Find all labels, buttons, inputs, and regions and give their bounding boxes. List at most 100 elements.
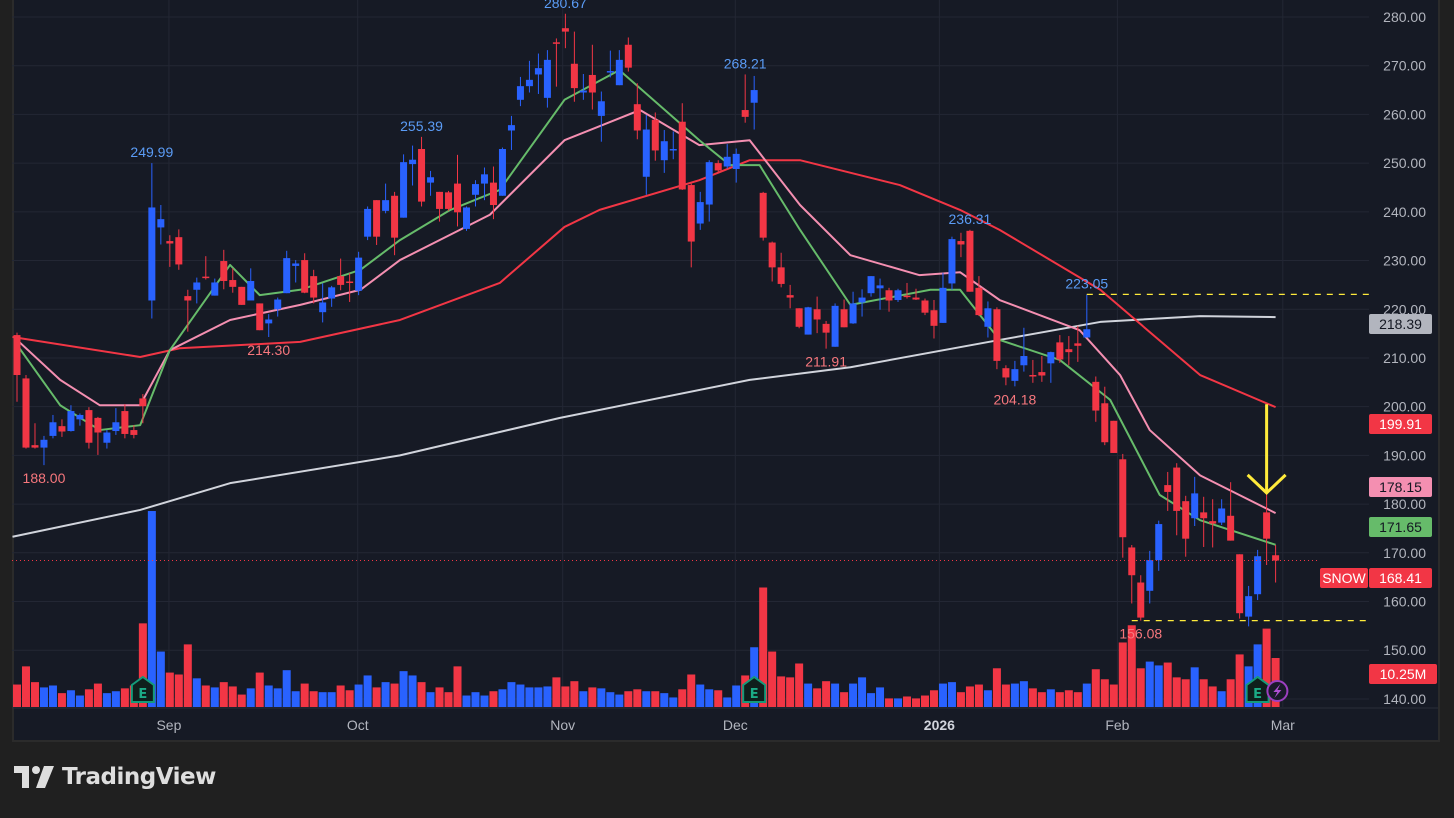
- volume-bar: [210, 687, 219, 707]
- candle-body: [948, 239, 956, 284]
- candle: [759, 191, 767, 241]
- plot-area: [12, 13, 1369, 707]
- candle: [463, 206, 470, 231]
- candle: [382, 183, 390, 214]
- candle: [867, 276, 875, 297]
- volume-bar: [903, 696, 912, 707]
- candle: [714, 160, 722, 173]
- candle-body: [76, 414, 84, 420]
- volume-bar: [138, 623, 147, 707]
- volume-bar: [66, 690, 75, 707]
- volume-bar: [1109, 684, 1118, 707]
- candle: [840, 299, 848, 328]
- candle: [804, 306, 812, 335]
- price-axis-tick: 200.00: [1383, 399, 1426, 415]
- candle-body: [382, 200, 390, 211]
- candle-body: [642, 129, 650, 177]
- volume-bar: [992, 668, 1001, 707]
- volume-bar: [840, 692, 849, 707]
- tradingview-logo: TradingView: [14, 764, 216, 790]
- candle-body: [202, 276, 210, 279]
- volume-bar: [534, 687, 543, 707]
- candle: [858, 289, 866, 317]
- price-axis-tick: 160.00: [1383, 594, 1426, 610]
- volume-bar: [111, 691, 120, 707]
- candle-body: [777, 267, 785, 284]
- volume-bar: [786, 677, 795, 707]
- candle: [1146, 550, 1154, 604]
- candle: [642, 114, 650, 195]
- candle-body: [445, 192, 453, 209]
- volume-bar: [561, 686, 570, 707]
- candle-body: [759, 192, 767, 238]
- candle: [786, 284, 794, 309]
- volume-bar: [885, 698, 894, 707]
- volume-bar: [1073, 692, 1082, 707]
- candle: [480, 167, 488, 201]
- candle-body: [840, 309, 848, 328]
- price-axis-badge-text: 199.91: [1379, 416, 1422, 432]
- volume-bar: [849, 683, 858, 707]
- candle-body: [1155, 524, 1163, 561]
- candle: [975, 276, 983, 317]
- volume-bar: [417, 682, 426, 707]
- candle: [579, 73, 587, 100]
- volume-bar: [543, 686, 552, 707]
- candle: [471, 180, 479, 207]
- volume-bar: [867, 693, 876, 707]
- candle-body: [561, 28, 569, 32]
- candle: [696, 191, 704, 230]
- candle: [1110, 420, 1118, 453]
- volume-bar: [696, 684, 705, 707]
- candle: [292, 260, 300, 283]
- volume-bar: [1064, 690, 1073, 707]
- candle: [67, 405, 75, 432]
- candle: [130, 425, 138, 439]
- candle: [445, 190, 453, 211]
- volume-bar: [579, 691, 588, 707]
- volume-bar: [1082, 683, 1091, 707]
- candle-body: [669, 149, 677, 151]
- candle-body: [975, 287, 983, 316]
- candle-body: [1101, 403, 1109, 443]
- candle-body: [471, 184, 479, 195]
- price-axis-tick: 180.00: [1383, 496, 1426, 512]
- volume-bar: [525, 687, 534, 707]
- candle-body: [732, 153, 740, 169]
- price-axis-badge-bg: [1369, 477, 1432, 497]
- volume-bar: [615, 694, 624, 707]
- price-axis-tick: 280.00: [1383, 9, 1426, 25]
- volume-bar: [804, 683, 813, 707]
- volume-bar: [183, 644, 192, 707]
- volume-bar: [273, 688, 282, 707]
- low-price-label: 204.18: [993, 391, 1036, 407]
- candle: [1074, 325, 1082, 362]
- candle: [31, 423, 39, 449]
- volume-bar: [1127, 625, 1136, 707]
- candle: [561, 13, 569, 49]
- candle: [984, 301, 992, 338]
- candle-body: [858, 297, 866, 303]
- volume-bar: [390, 683, 399, 707]
- candle-body: [1083, 329, 1091, 338]
- candle: [732, 148, 740, 183]
- chart-panel[interactable]: [12, 0, 1440, 742]
- candle-body: [651, 119, 659, 151]
- volume-bar: [219, 682, 228, 707]
- candle: [184, 289, 192, 332]
- candle-body: [1182, 501, 1190, 539]
- candle: [427, 170, 435, 196]
- symbol-badge-text: SNOW: [1322, 570, 1366, 586]
- candle: [1011, 360, 1019, 387]
- candle-body: [67, 411, 75, 432]
- candle: [570, 31, 578, 102]
- candle-body: [1218, 508, 1226, 523]
- candle: [1047, 351, 1055, 383]
- ma-200-line: [12, 315, 1276, 538]
- volume-bar: [588, 687, 597, 707]
- candle-body: [463, 207, 470, 229]
- volume-bar: [21, 666, 30, 707]
- candle-body: [768, 242, 776, 268]
- volume-bar: [489, 691, 498, 707]
